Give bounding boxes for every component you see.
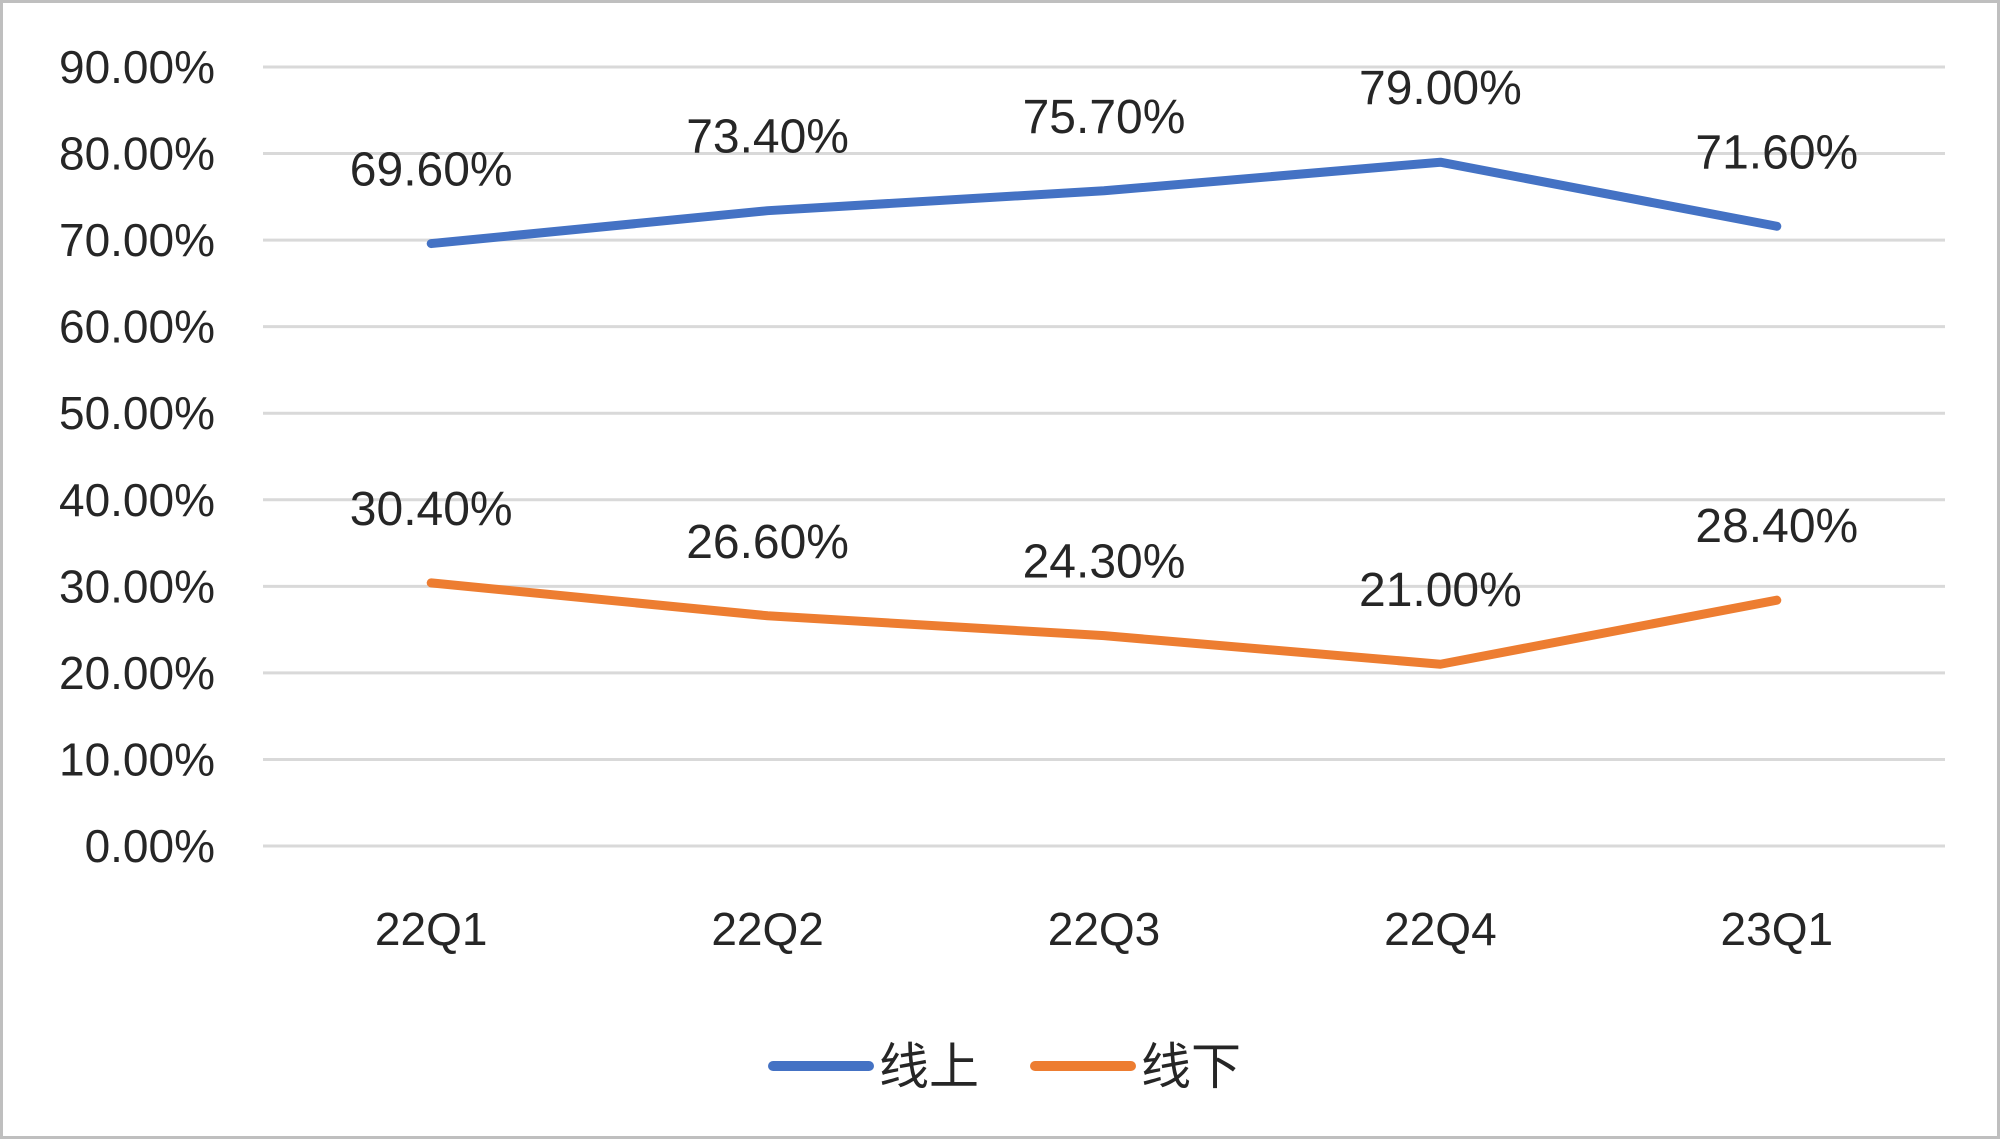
x-tick-label: 22Q4 <box>1384 903 1497 955</box>
legend-label-0: 线上 <box>879 1038 979 1096</box>
data-label: 71.60% <box>1695 126 1858 179</box>
legend: 线上 线下 <box>768 1038 1241 1096</box>
data-label: 75.70% <box>1023 91 1186 144</box>
y-tick-label: 30.00% <box>59 560 215 612</box>
y-tick-label: 0.00% <box>85 820 215 872</box>
y-tick-label: 20.00% <box>59 647 215 699</box>
data-labels: 69.60% 73.40% 75.70% 79.00% 71.60% 30.40% 26.6… <box>350 62 1858 617</box>
y-tick-label: 50.00% <box>59 387 215 439</box>
gridlines <box>263 65 1945 848</box>
data-label: 79.00% <box>1359 62 1522 115</box>
series-lines <box>426 157 1782 669</box>
x-axis-tick-labels: 22Q1 22Q2 22Q3 22Q4 23Q1 <box>375 903 1833 955</box>
series-line-0 <box>426 157 1782 249</box>
legend-label-1: 线下 <box>1141 1038 1241 1096</box>
y-tick-label: 70.00% <box>59 214 215 266</box>
data-label: 28.40% <box>1695 500 1858 553</box>
data-label: 24.30% <box>1023 536 1186 589</box>
line-chart: 0.00% 10.00% 20.00% 30.00% 40.00% 50.00% 60.00… <box>59 41 1945 1096</box>
y-tick-label: 10.00% <box>59 733 215 785</box>
x-tick-label: 22Q1 <box>375 903 488 955</box>
data-label: 73.40% <box>686 111 849 164</box>
data-label: 69.60% <box>350 144 513 197</box>
x-tick-label: 22Q3 <box>1048 903 1161 955</box>
y-tick-label: 40.00% <box>59 474 215 526</box>
data-label: 21.00% <box>1359 564 1522 617</box>
x-tick-label: 22Q2 <box>711 903 824 955</box>
data-label: 26.60% <box>686 516 849 569</box>
x-tick-label: 23Q1 <box>1721 903 1834 955</box>
y-tick-label: 60.00% <box>59 301 215 353</box>
y-tick-label: 80.00% <box>59 128 215 180</box>
y-axis-tick-labels: 0.00% 10.00% 20.00% 30.00% 40.00% 50.00% 60.00… <box>59 41 215 872</box>
y-tick-label: 90.00% <box>59 41 215 93</box>
series-line-1 <box>426 578 1782 669</box>
data-label: 30.40% <box>350 483 513 536</box>
